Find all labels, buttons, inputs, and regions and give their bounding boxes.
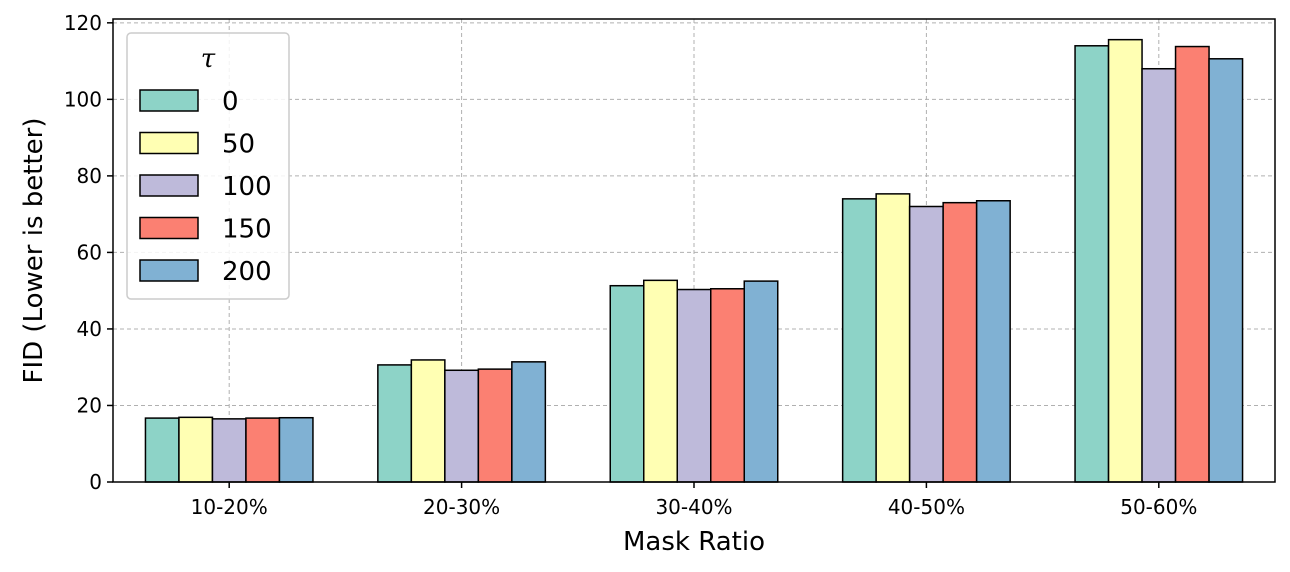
x-tick-label: 40-50% — [888, 495, 965, 519]
bar-200-50-60% — [1208, 58, 1244, 483]
y-tick-label: 20 — [77, 393, 102, 417]
bar-50-50-60% — [1107, 38, 1143, 483]
bar-0-50-60% — [1074, 45, 1110, 483]
legend-label-150: 150 — [222, 215, 272, 245]
bar-0-30-40% — [609, 284, 645, 483]
legend-label-0: 0 — [222, 87, 239, 117]
bar-0-10-20% — [144, 417, 180, 483]
legend-label-100: 100 — [222, 172, 272, 202]
x-tick-label: 20-30% — [423, 495, 500, 519]
y-tick-label: 100 — [64, 87, 102, 111]
bar-100-50-60% — [1141, 67, 1177, 483]
legend-swatch-150 — [139, 216, 199, 240]
legend-swatch-50 — [139, 131, 199, 155]
legend-swatch-200 — [139, 259, 199, 282]
bar-150-10-20% — [245, 417, 281, 483]
x-tick-label: 10-20% — [191, 495, 268, 519]
bar-100-40-50% — [908, 205, 944, 483]
y-tick-label: 40 — [77, 317, 102, 341]
legend-label-200: 200 — [222, 257, 272, 287]
bar-50-30-40% — [643, 279, 678, 483]
x-axis-ticks: 10-20% 20-30% 30-40% 40-50% 50-60% — [191, 482, 1197, 519]
x-axis-title: Mask Ratio — [623, 527, 765, 557]
bar-100-10-20% — [211, 418, 247, 483]
bar-50-10-20% — [178, 416, 214, 483]
bar-150-30-40% — [710, 288, 745, 483]
bar-150-20-30% — [477, 368, 513, 483]
bar-0-20-30% — [377, 364, 413, 483]
legend-swatch-100 — [139, 174, 199, 197]
bars — [144, 38, 1244, 483]
legend: τ 0 50 100 150 200 — [126, 32, 290, 300]
bar-200-20-30% — [511, 361, 547, 483]
y-axis-ticks: 0 20 40 60 80 100 120 — [64, 11, 113, 494]
bar-200-30-40% — [743, 280, 779, 483]
y-tick-label: 120 — [64, 11, 102, 35]
bar-50-40-50% — [875, 193, 911, 483]
y-axis-title: FID (Lower is better) — [19, 118, 49, 384]
bar-200-40-50% — [975, 200, 1011, 483]
bar-200-10-20% — [278, 416, 314, 483]
legend-title: τ — [201, 44, 216, 74]
legend-label-50: 50 — [222, 130, 255, 160]
bar-0-40-50% — [841, 198, 877, 483]
bar-150-40-50% — [942, 201, 978, 483]
x-tick-label: 30-40% — [655, 495, 732, 519]
y-tick-label: 0 — [89, 470, 102, 494]
bar-150-50-60% — [1174, 45, 1210, 483]
x-tick-label: 50-60% — [1120, 495, 1197, 519]
y-tick-label: 80 — [77, 164, 102, 188]
bar-100-30-40% — [676, 288, 712, 483]
y-tick-label: 60 — [77, 240, 102, 264]
bar-50-20-30% — [410, 359, 446, 483]
legend-swatch-0 — [139, 89, 199, 112]
bar-100-20-30% — [444, 369, 480, 483]
